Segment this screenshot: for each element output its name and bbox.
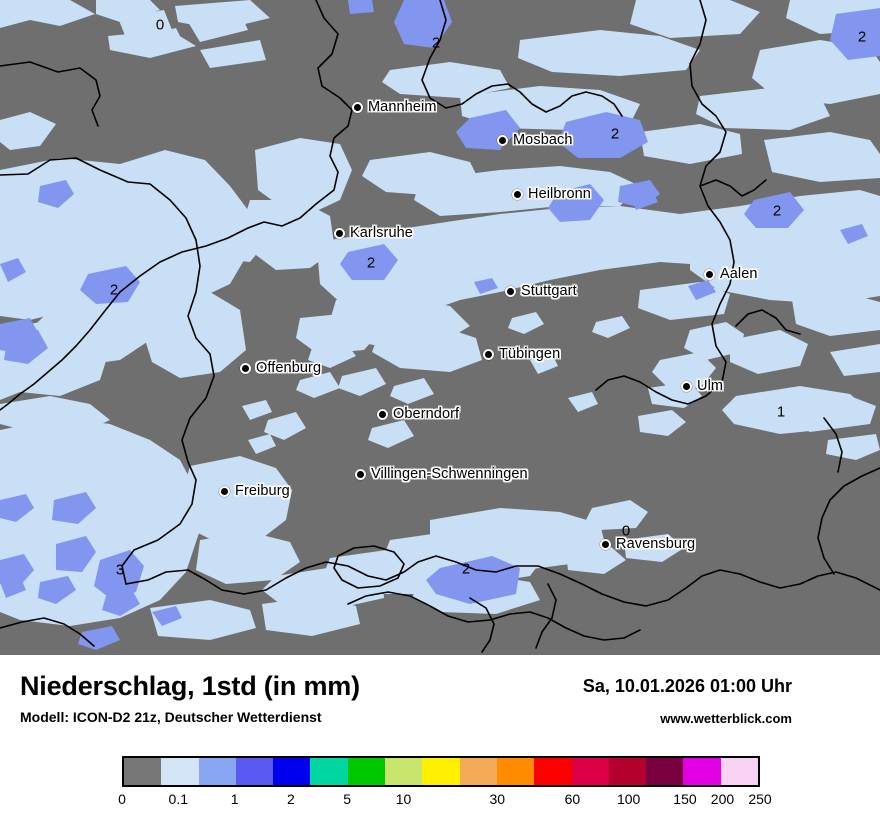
- colorbar-tick: 2: [286, 791, 295, 807]
- colorbar-tick: 60: [564, 791, 581, 807]
- colorbar-swatch: [310, 758, 348, 785]
- colorbar-tick: 30: [489, 791, 506, 807]
- model-subtitle: Modell: ICON-D2 21z, Deutscher Wetterdie…: [20, 709, 322, 725]
- colorbar-swatch: [571, 758, 609, 785]
- precipitation-mid-layer: [0, 0, 880, 650]
- colorbar-swatch: [683, 758, 721, 785]
- colorbar-swatch: [496, 758, 535, 785]
- colorbar-tick-labels: 0 0.1 1 2 5 10 30 60 100 150 200 250: [118, 791, 772, 813]
- colorbar-swatch: [385, 758, 423, 785]
- colorbar-tick: 0.1: [168, 791, 188, 807]
- precipitation-light-layer: [0, 0, 880, 640]
- precipitation-colorbar: [122, 756, 760, 787]
- colorbar-tick: 150: [673, 791, 697, 807]
- colorbar-swatch: [720, 758, 759, 785]
- colorbar-tick: 10: [395, 791, 412, 807]
- colorbar-swatch: [422, 758, 460, 785]
- colorbar-swatch: [161, 758, 199, 785]
- colorbar-tick: 5: [343, 791, 352, 807]
- website-label: www.wetterblick.com: [660, 711, 792, 726]
- colorbar-tick: 0: [118, 791, 126, 807]
- colorbar-swatch: [459, 758, 497, 785]
- forecast-timestamp: Sa, 10.01.2026 01:00 Uhr: [582, 676, 792, 696]
- colorbar-swatch: [124, 758, 162, 785]
- map-footer: Niederschlag, 1std (in mm) Modell: ICON-…: [0, 655, 880, 830]
- colorbar-swatch: [608, 758, 647, 785]
- colorbar-tick: 100: [616, 791, 641, 807]
- page-title: Niederschlag, 1std (in mm): [20, 671, 360, 701]
- colorbar-tick: 200: [710, 791, 735, 807]
- map-borders: [0, 0, 880, 653]
- colorbar-swatch: [646, 758, 684, 785]
- colorbar-swatch: [347, 758, 386, 785]
- colorbar-tick: 250: [748, 791, 772, 807]
- precipitation-map[interactable]: Mannheim Mosbach Heilbronn Karlsruhe Aalen St…: [0, 0, 880, 655]
- colorbar-tick: 1: [230, 791, 239, 807]
- colorbar-swatch: [198, 758, 236, 785]
- colorbar-swatch: [235, 758, 274, 785]
- colorbar-swatch: [273, 758, 311, 785]
- map-canvas: [0, 0, 880, 655]
- colorbar-swatch: [534, 758, 572, 785]
